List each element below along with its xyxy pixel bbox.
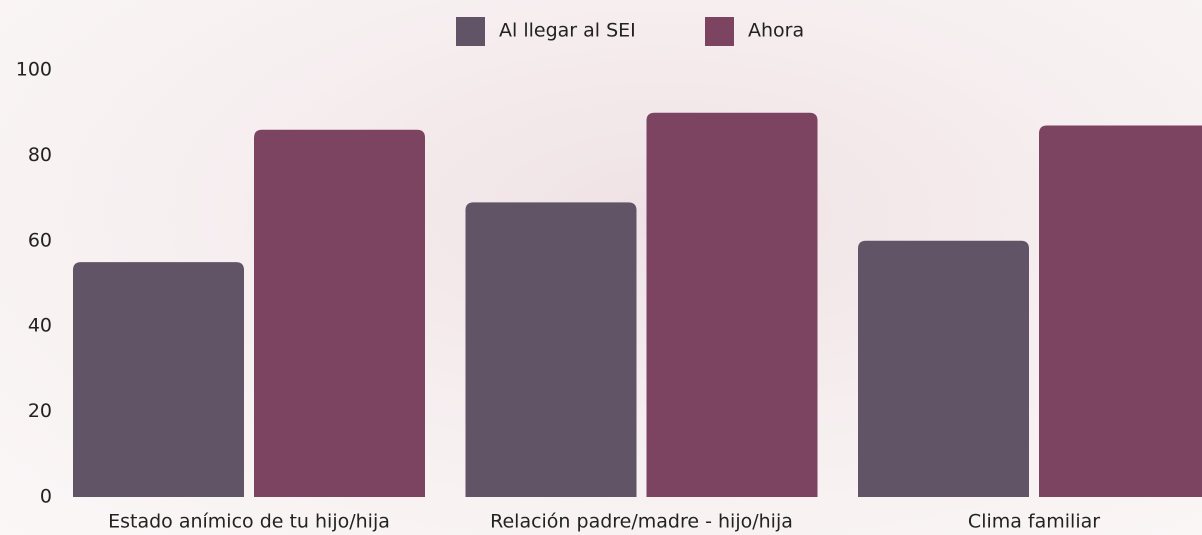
x-tick-label: Relación padre/madre - hijo/hija [490,511,793,533]
y-tick-label: 0 [40,486,52,508]
y-tick-label: 20 [28,400,52,422]
legend-swatch [705,17,734,46]
x-tick-label: Estado anímico de tu hijo/hija [108,511,390,533]
bar [1039,126,1202,497]
bar [73,262,244,497]
x-tick-label: Clima familiar [968,511,1100,533]
chart: 0 20 40 60 80 100 Al llegar al SEI Ahora Estado … [0,0,1202,535]
legend-swatch [456,17,485,46]
legend-label: Al llegar al SEI [499,20,636,42]
y-tick-label: 100 [16,59,52,81]
bar [647,113,818,497]
bar [858,241,1029,497]
legend-label: Ahora [748,20,804,42]
bar [466,202,637,497]
bar [254,130,425,497]
y-tick-label: 60 [28,229,52,251]
y-tick-label: 80 [28,144,52,166]
y-tick-label: 40 [28,315,52,337]
